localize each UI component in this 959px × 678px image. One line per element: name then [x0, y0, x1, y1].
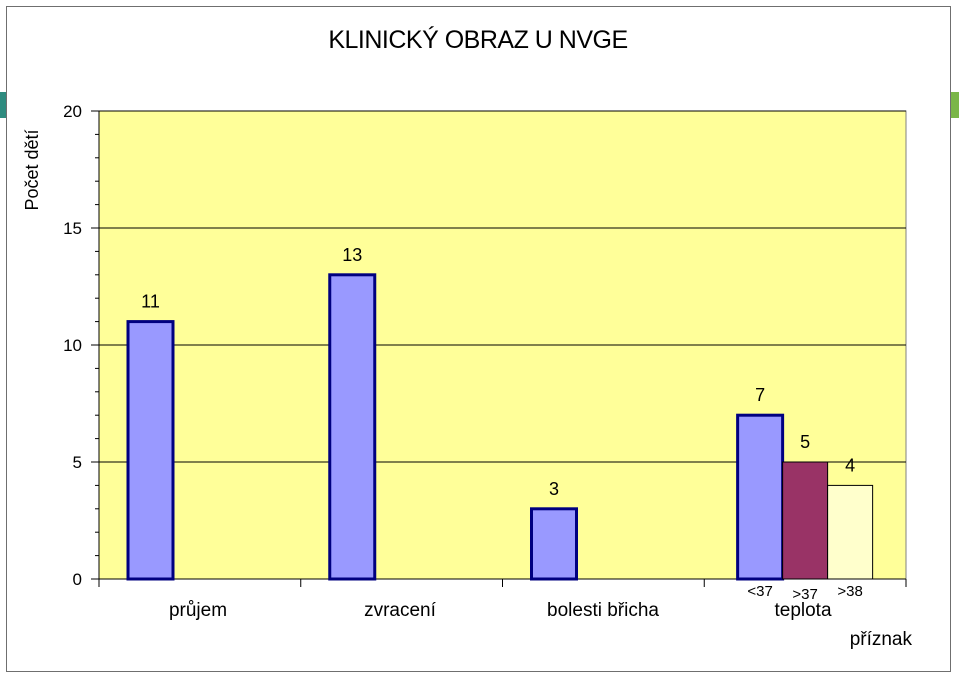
y-tick-label: 5 [73, 453, 82, 472]
data-label: 5 [800, 432, 810, 452]
y-tick-label: 20 [63, 102, 82, 121]
slide-accent-left [0, 92, 6, 118]
plot-area: 0 5 10 15 20 11 13 3 7 <37 5 >37 4 >38 průjem zvracení b… [63, 102, 907, 621]
y-axis-label: Počet dětí [22, 129, 42, 210]
chart-title: KLINICKÝ OBRAZ U NVGE [328, 25, 627, 54]
data-label: 3 [549, 479, 559, 499]
x-category-label: průjem [169, 600, 227, 621]
bar [782, 461, 829, 580]
series-sublabel: <37 [747, 583, 772, 600]
bar [126, 320, 175, 581]
y-tick-label: 15 [63, 219, 82, 238]
x-axis-label: příznak [850, 629, 913, 650]
data-label: 11 [141, 292, 160, 312]
y-tick-label: 0 [73, 570, 82, 589]
bar [736, 413, 785, 581]
x-category-label: teplota [774, 600, 831, 621]
series-sublabel: >37 [792, 586, 817, 603]
series-sublabel: >38 [837, 583, 862, 600]
data-label: 13 [342, 245, 362, 265]
data-label: 4 [845, 455, 855, 475]
x-category-label: bolesti břicha [547, 600, 659, 621]
slide-accent-right [951, 92, 959, 118]
bar [328, 273, 377, 581]
x-category-label: zvracení [364, 600, 437, 621]
bar [827, 484, 874, 580]
y-tick-label: 10 [63, 336, 82, 355]
data-label: 7 [755, 385, 765, 405]
bar [530, 507, 578, 581]
